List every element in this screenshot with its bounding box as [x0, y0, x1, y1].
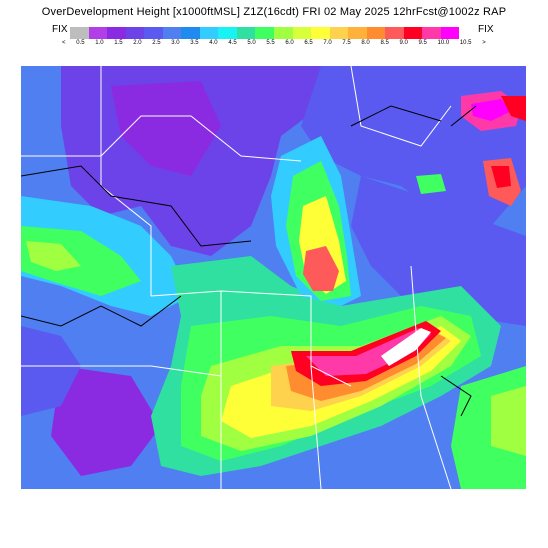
legend-swatch: [218, 27, 237, 39]
purple-sw: [51, 366, 161, 476]
legend-swatch: [292, 27, 312, 39]
legend-swatch: [329, 27, 349, 39]
legend-tick-label: 10.0: [437, 40, 450, 46]
fix-label-left: FIX: [52, 24, 68, 35]
violet-north: [111, 81, 221, 176]
legend-tick-label: 6.0: [285, 40, 294, 46]
legend-tick-label: 7.0: [323, 40, 332, 46]
legend-tick-label: 4.5: [228, 40, 237, 46]
political-borders: [21, 66, 477, 489]
legend-swatch: [385, 27, 404, 39]
legend-tick-label: 6.5: [304, 40, 313, 46]
legend-swatch: [107, 27, 126, 39]
color-legend: [70, 27, 479, 39]
legend-ticks: <0.5 1.0 1.5 2.0 2.5 3.0 3.5 4.0 4.5 5.0 5.5 6.0 6.5…: [62, 40, 486, 46]
legend-tick-label: 8.5: [380, 40, 389, 46]
legend-swatch: [236, 27, 256, 39]
legend-swatch: [199, 27, 219, 39]
salmon-tongue: [303, 246, 339, 291]
legend-swatch: [403, 27, 423, 39]
legend-tick-label: 2.0: [133, 40, 142, 46]
legend-tick-label: 1.0: [95, 40, 104, 46]
red-e-hotspot: [491, 166, 511, 188]
legend-tick-label: 5.5: [266, 40, 275, 46]
deep-blue-sw: [21, 326, 81, 416]
legend-tick-label: 2.5: [152, 40, 161, 46]
legend-swatch: [459, 27, 479, 39]
legend-tick-label: <: [62, 40, 66, 46]
legend-tick-label: 0.5: [76, 40, 85, 46]
legend-swatch: [125, 27, 145, 39]
legend-swatch: [366, 27, 386, 39]
lime-se: [491, 386, 526, 456]
legend-swatch: [88, 27, 108, 39]
violet-small: [141, 136, 171, 156]
red-ne-hotspot: [501, 96, 526, 121]
legend-tick-label: 9.0: [399, 40, 408, 46]
legend-swatch: [181, 27, 200, 39]
blue-east: [351, 176, 526, 326]
legend-swatch: [162, 27, 182, 39]
legend-swatch: [348, 27, 367, 39]
legend-tick-label: 3.5: [190, 40, 199, 46]
legend-tick-label: >: [482, 40, 486, 46]
green-e-spot: [416, 174, 446, 194]
legend-tick-label: 5.0: [247, 40, 256, 46]
legend-swatch: [144, 27, 163, 39]
legend-tick-label: 1.5: [114, 40, 123, 46]
legend-tick-label: 3.0: [171, 40, 180, 46]
weather-map: [21, 66, 526, 489]
lime-west: [26, 241, 81, 271]
legend-swatch: [255, 27, 275, 39]
legend-tick-label: 9.5: [418, 40, 427, 46]
legend-tick-label: 7.5: [342, 40, 351, 46]
legend-swatch: [70, 27, 89, 39]
white-core: [381, 328, 431, 366]
pink-core: [306, 328, 431, 376]
legend-tick-label: 8.0: [361, 40, 370, 46]
legend-swatch: [274, 27, 293, 39]
map-title: OverDevelopment Height [x1000ftMSL] Z1Z(…: [41, 6, 507, 18]
legend-swatch: [440, 27, 460, 39]
legend-swatch: [311, 27, 330, 39]
legend-tick-label: 4.0: [209, 40, 218, 46]
legend-tick-label: 10.5: [459, 40, 472, 46]
magenta-ne-hotspot: [471, 99, 511, 121]
legend-swatch: [422, 27, 441, 39]
fix-label-right: FIX: [478, 24, 494, 35]
